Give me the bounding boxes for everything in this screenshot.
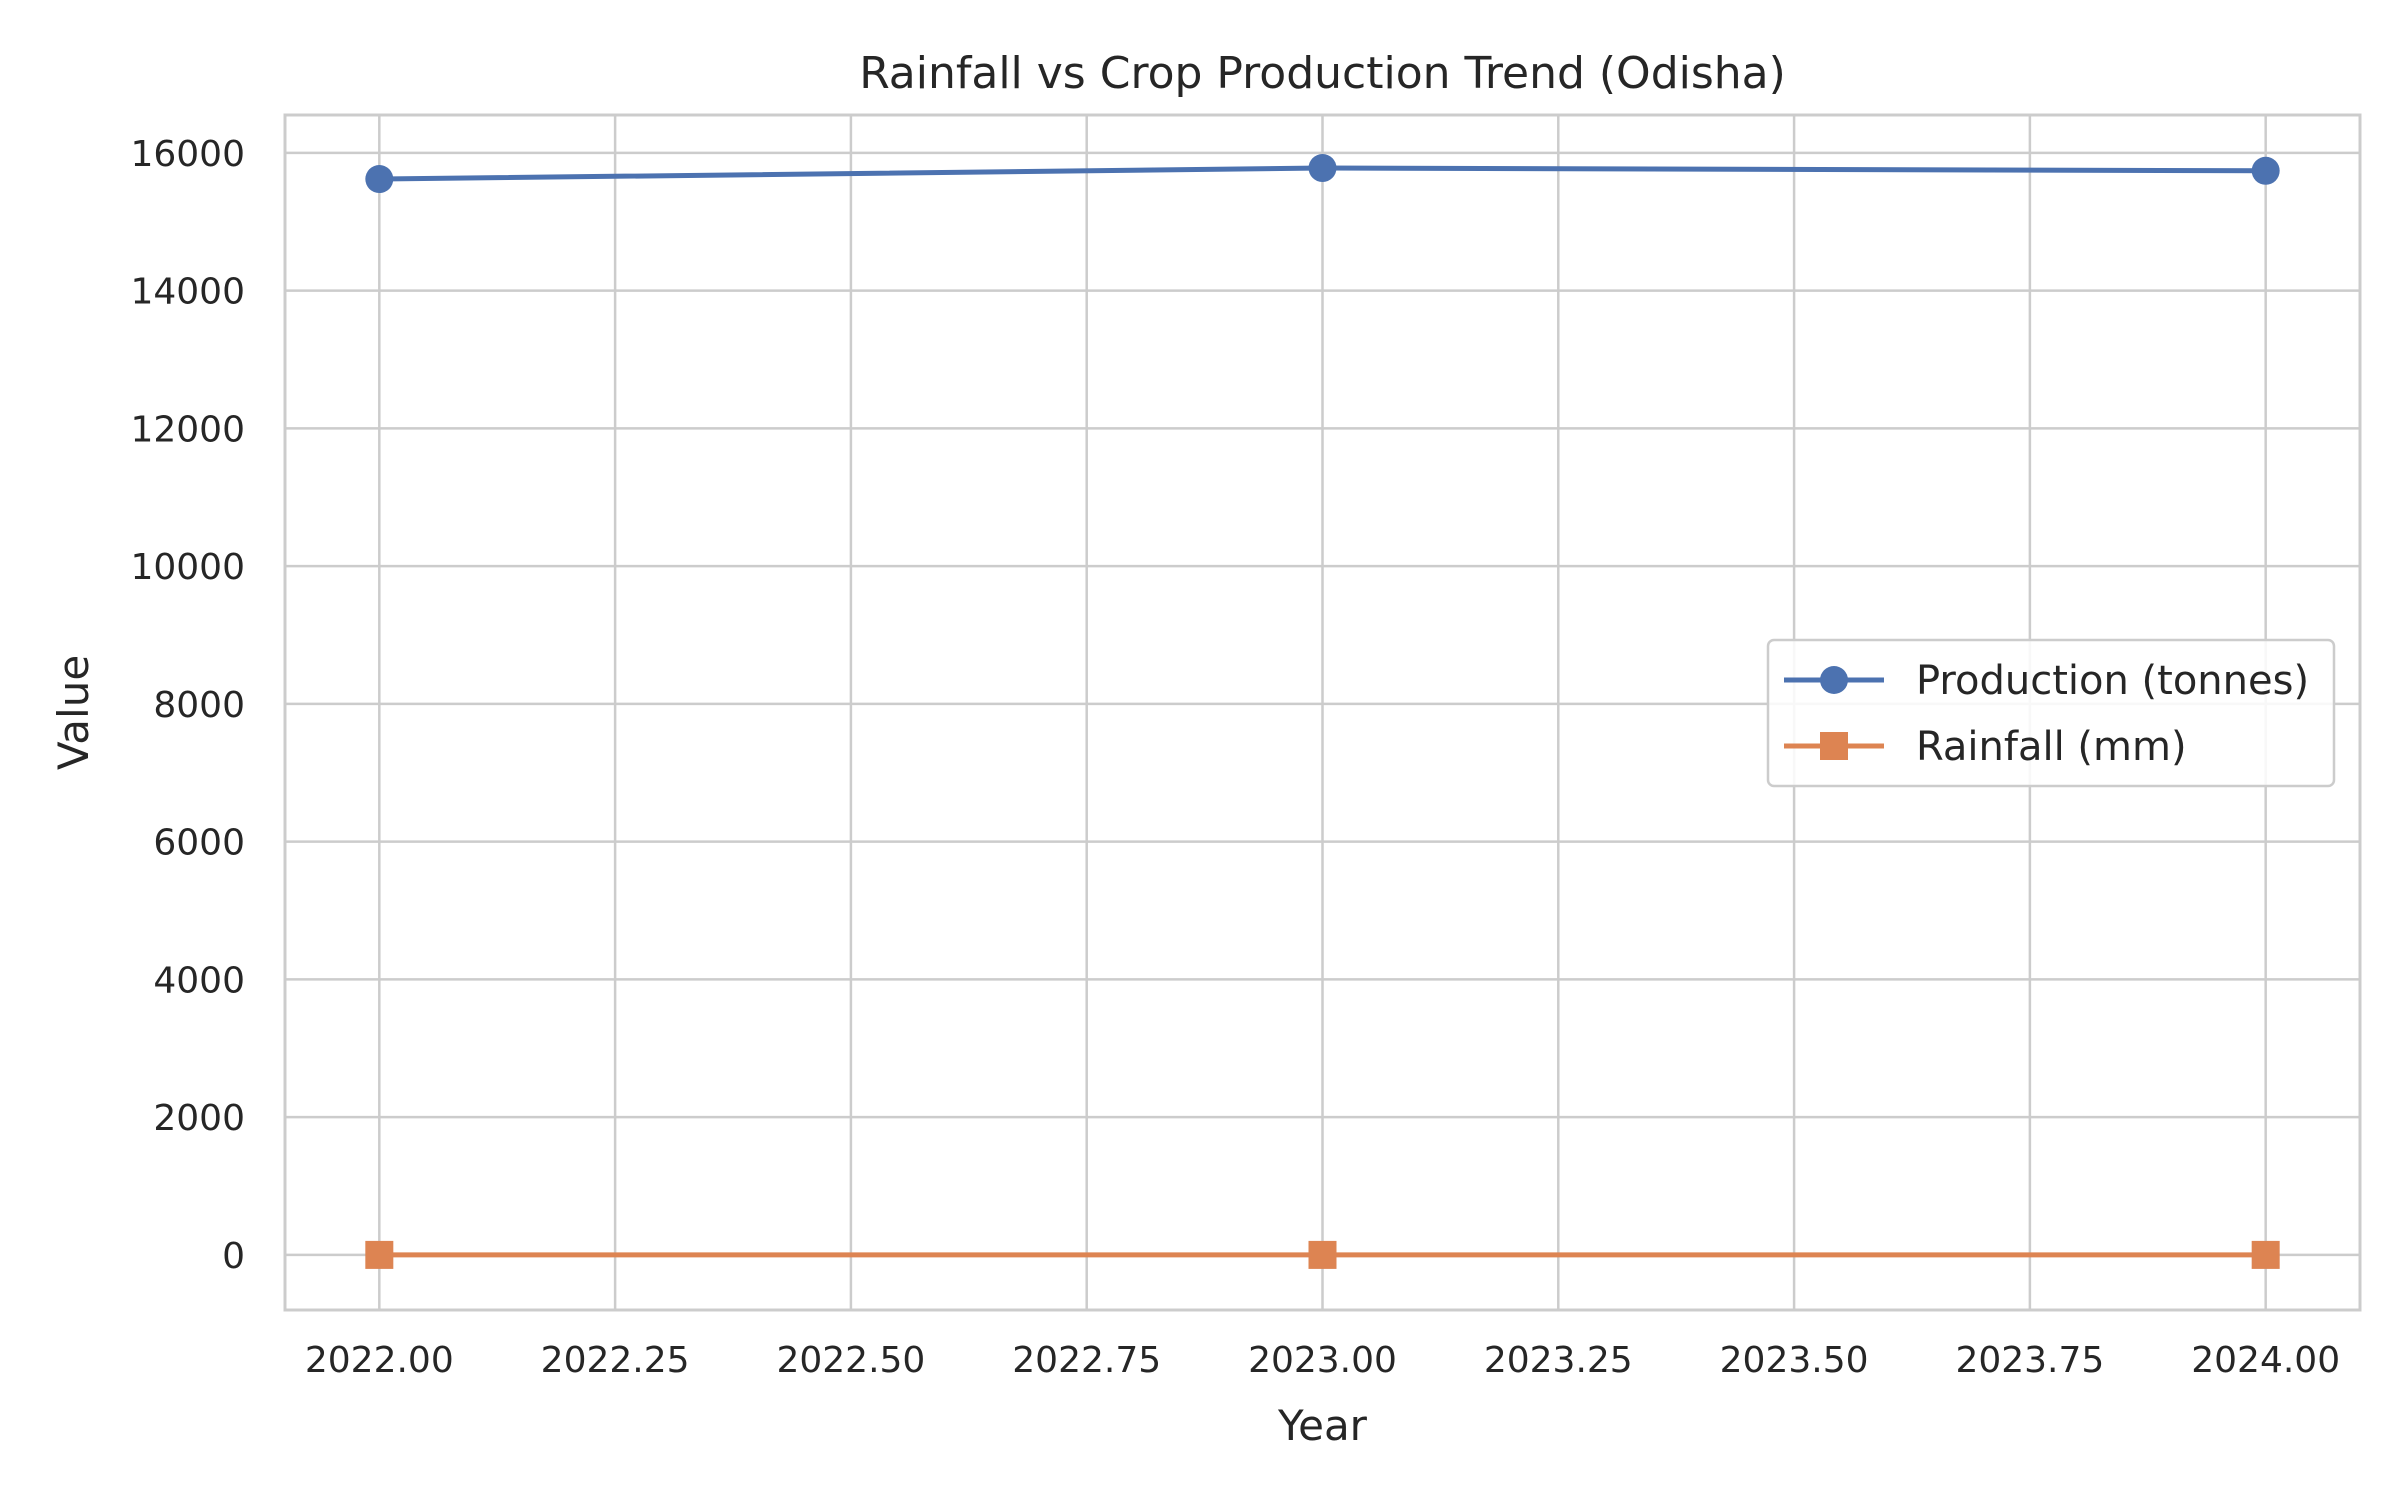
legend-label: Rainfall (mm) xyxy=(1916,724,2187,770)
x-tick-label: 2024.00 xyxy=(2191,1340,2340,1381)
x-tick-label: 2022.50 xyxy=(776,1340,925,1381)
legend-label: Production (tonnes) xyxy=(1916,658,2309,704)
data-point-square xyxy=(365,1240,394,1269)
y-tick-label: 0 xyxy=(222,1236,245,1277)
x-axis-label: Year xyxy=(1277,1401,1368,1450)
chart-title: Rainfall vs Crop Production Trend (Odish… xyxy=(859,48,1786,99)
y-tick-label: 8000 xyxy=(153,685,245,726)
plot-frame xyxy=(283,113,2362,1312)
x-tick-label: 2023.00 xyxy=(1248,1340,1397,1381)
y-tick-label: 4000 xyxy=(153,960,245,1001)
legend-marker-square xyxy=(1820,732,1848,760)
x-tick-label: 2023.25 xyxy=(1484,1340,1633,1381)
legend-marker-circle xyxy=(1820,666,1848,694)
y-tick-label: 14000 xyxy=(130,272,245,313)
x-tick-label: 2023.75 xyxy=(1955,1340,2104,1381)
y-tick-label: 10000 xyxy=(130,547,245,588)
x-tick-label: 2023.50 xyxy=(1720,1340,1869,1381)
series-layer xyxy=(365,154,2280,1269)
data-point-square xyxy=(1308,1240,1337,1269)
y-tick-label: 16000 xyxy=(130,134,245,175)
data-point-circle xyxy=(1308,154,1337,183)
y-tick-label: 2000 xyxy=(153,1098,245,1139)
data-point-square xyxy=(2251,1240,2280,1269)
x-tick-label: 2022.25 xyxy=(541,1340,690,1381)
x-tick-label: 2022.00 xyxy=(305,1340,454,1381)
x-tick-label: 2022.75 xyxy=(1012,1340,1161,1381)
y-tick-label: 12000 xyxy=(130,409,245,450)
y-axis-label: Value xyxy=(49,655,98,770)
data-point-circle xyxy=(2251,156,2280,185)
y-tick-label: 6000 xyxy=(153,823,245,864)
data-point-circle xyxy=(365,165,394,194)
legend: Production (tonnes) Rainfall (mm) xyxy=(1766,638,2336,788)
tick-labels: 2022.00 2022.25 2022.50 2022.75 2023.00 2023.… xyxy=(130,134,2340,1381)
legend-box xyxy=(1766,638,2336,788)
